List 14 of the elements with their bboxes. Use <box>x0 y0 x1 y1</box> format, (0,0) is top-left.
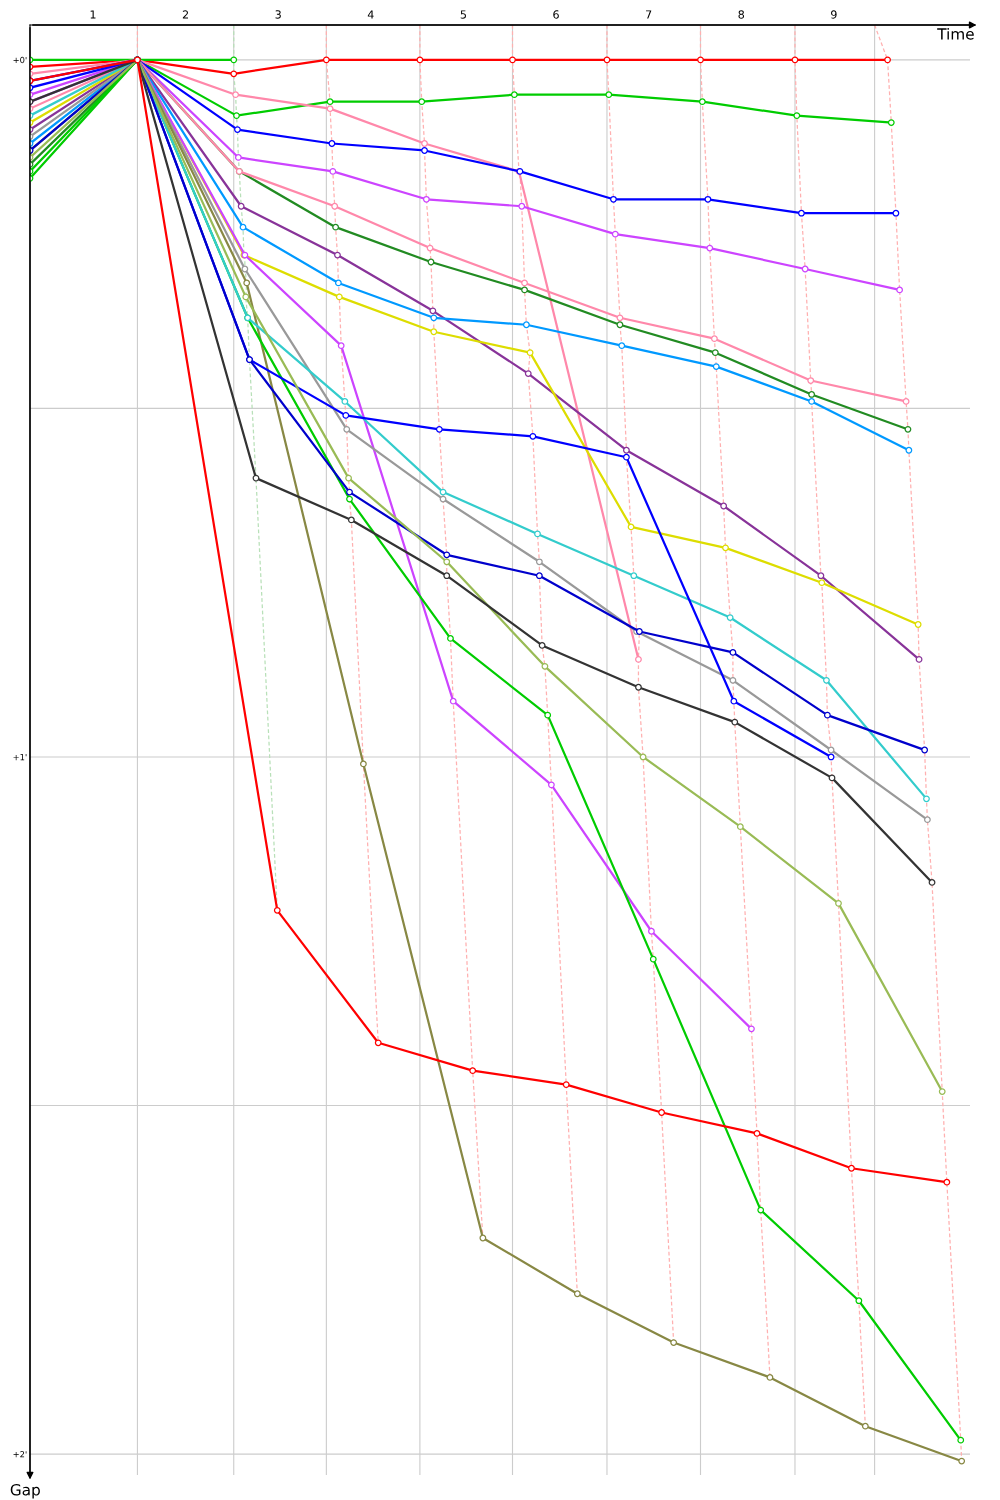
x-tick-label: 6 <box>553 10 559 19</box>
y-axis-title: Gap <box>10 1483 40 1499</box>
x-tick-label: 9 <box>831 10 837 19</box>
y-tick-label: +2' <box>13 1451 27 1458</box>
x-tick-label: 5 <box>460 10 466 19</box>
x-tick-label: 8 <box>738 10 745 19</box>
y-tick-label: +1' <box>13 754 27 761</box>
x-tick-label: 3 <box>275 10 281 19</box>
x-tick-label: 1 <box>90 10 96 19</box>
x-tick-label: 4 <box>367 10 374 19</box>
x-tick-label: 2 <box>182 10 189 19</box>
y-tick-label: +0' <box>13 56 27 64</box>
x-tick-label: 7 <box>646 10 652 19</box>
x-axis-title: Time <box>937 27 974 40</box>
